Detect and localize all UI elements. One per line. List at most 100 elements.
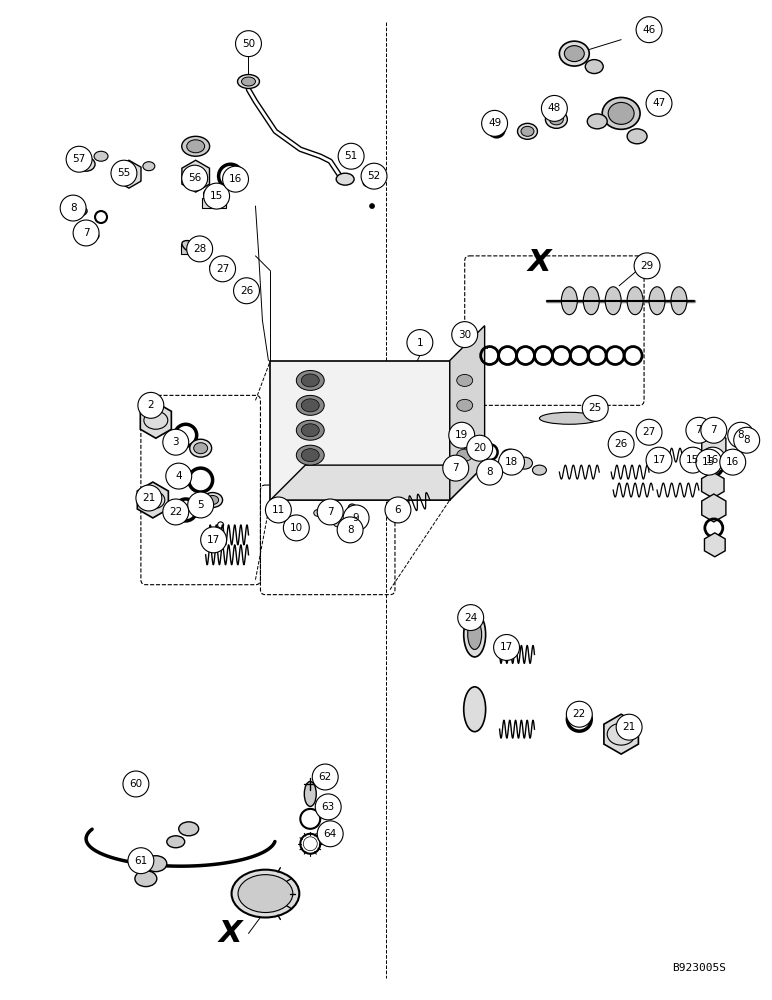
- Circle shape: [181, 165, 208, 191]
- Text: 1: 1: [417, 338, 423, 348]
- Circle shape: [443, 455, 469, 481]
- Ellipse shape: [87, 232, 99, 240]
- Ellipse shape: [194, 443, 208, 454]
- Circle shape: [476, 459, 503, 485]
- Circle shape: [138, 392, 164, 418]
- Ellipse shape: [605, 287, 621, 315]
- Text: 60: 60: [130, 779, 143, 789]
- Circle shape: [680, 447, 706, 473]
- Ellipse shape: [135, 871, 157, 887]
- Text: 51: 51: [344, 151, 357, 161]
- Circle shape: [312, 764, 338, 790]
- Ellipse shape: [348, 504, 356, 512]
- Ellipse shape: [517, 123, 537, 139]
- Ellipse shape: [301, 424, 320, 437]
- Circle shape: [317, 821, 344, 847]
- Text: 52: 52: [367, 171, 381, 181]
- Bar: [181, 244, 211, 254]
- Ellipse shape: [274, 509, 283, 517]
- Ellipse shape: [560, 41, 589, 66]
- Text: 15: 15: [686, 455, 699, 465]
- Ellipse shape: [187, 140, 205, 153]
- Text: 7: 7: [83, 228, 90, 238]
- Ellipse shape: [190, 439, 212, 457]
- Text: 22: 22: [169, 507, 182, 517]
- Circle shape: [163, 499, 188, 525]
- Text: 25: 25: [588, 403, 602, 413]
- Circle shape: [467, 435, 493, 461]
- Text: 22: 22: [573, 709, 586, 719]
- Polygon shape: [702, 494, 726, 522]
- Text: 18: 18: [505, 457, 518, 467]
- Ellipse shape: [564, 46, 584, 62]
- Circle shape: [315, 794, 341, 820]
- Text: 55: 55: [117, 168, 130, 178]
- Text: 15: 15: [210, 191, 223, 201]
- Ellipse shape: [181, 136, 210, 156]
- Circle shape: [222, 166, 249, 192]
- Text: 21: 21: [622, 722, 636, 732]
- Ellipse shape: [649, 287, 665, 315]
- Ellipse shape: [71, 206, 87, 216]
- Text: 7: 7: [710, 425, 717, 435]
- Ellipse shape: [145, 856, 167, 872]
- Circle shape: [646, 447, 672, 473]
- Ellipse shape: [296, 370, 324, 390]
- Text: 7: 7: [696, 425, 703, 435]
- Ellipse shape: [334, 519, 344, 527]
- Circle shape: [616, 714, 642, 740]
- Text: 47: 47: [652, 98, 665, 108]
- Polygon shape: [270, 465, 485, 500]
- Ellipse shape: [457, 374, 472, 386]
- Ellipse shape: [550, 114, 564, 125]
- Circle shape: [283, 515, 310, 541]
- Circle shape: [696, 449, 722, 475]
- Text: 4: 4: [175, 471, 182, 481]
- Circle shape: [582, 395, 608, 421]
- Text: 3: 3: [172, 437, 179, 447]
- Text: 56: 56: [188, 173, 201, 183]
- Text: 57: 57: [73, 154, 86, 164]
- Ellipse shape: [238, 875, 293, 913]
- Ellipse shape: [540, 412, 599, 424]
- Circle shape: [634, 253, 660, 279]
- Circle shape: [686, 417, 712, 443]
- Circle shape: [608, 431, 634, 457]
- Circle shape: [187, 236, 212, 262]
- Text: 8: 8: [486, 467, 493, 477]
- Ellipse shape: [182, 241, 209, 257]
- Ellipse shape: [287, 524, 297, 532]
- Text: 48: 48: [548, 103, 561, 113]
- Text: 20: 20: [473, 443, 486, 453]
- Polygon shape: [137, 482, 168, 518]
- Circle shape: [60, 195, 86, 221]
- Ellipse shape: [204, 187, 224, 201]
- Circle shape: [111, 160, 137, 186]
- Circle shape: [701, 417, 726, 443]
- Text: 8: 8: [69, 203, 76, 213]
- Ellipse shape: [296, 420, 324, 440]
- Ellipse shape: [304, 781, 317, 806]
- Ellipse shape: [468, 620, 482, 649]
- Ellipse shape: [608, 102, 634, 124]
- Text: 16: 16: [229, 174, 242, 184]
- Text: 26: 26: [615, 439, 628, 449]
- Text: 21: 21: [142, 493, 155, 503]
- Text: 30: 30: [458, 330, 471, 340]
- Ellipse shape: [363, 180, 373, 187]
- Ellipse shape: [602, 97, 640, 129]
- Text: 8: 8: [347, 525, 354, 535]
- Circle shape: [482, 110, 507, 136]
- Circle shape: [123, 771, 149, 797]
- Text: 10: 10: [290, 523, 303, 533]
- Circle shape: [210, 256, 235, 282]
- Ellipse shape: [516, 457, 533, 469]
- Circle shape: [567, 701, 592, 727]
- Ellipse shape: [313, 509, 323, 516]
- Ellipse shape: [457, 399, 472, 411]
- Ellipse shape: [585, 60, 603, 74]
- Ellipse shape: [587, 114, 608, 129]
- Bar: [201, 198, 225, 208]
- Ellipse shape: [561, 287, 577, 315]
- Ellipse shape: [167, 836, 185, 848]
